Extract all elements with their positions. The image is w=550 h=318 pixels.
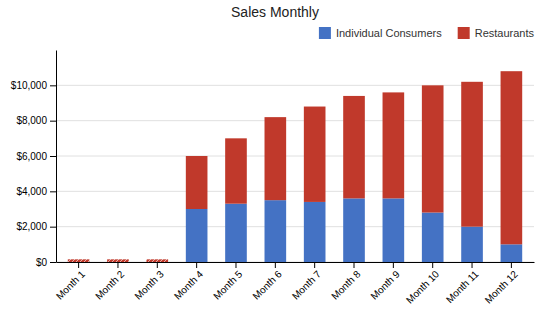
y-tick-label: $0	[36, 257, 48, 268]
legend-swatch	[319, 27, 331, 39]
y-tick: $2,000	[16, 221, 56, 232]
x-tick-label: Month 9	[369, 268, 403, 302]
x-tick-label: Month 1	[54, 268, 88, 302]
bar	[146, 259, 168, 262]
x-tick-mark	[432, 262, 433, 268]
chart-svg: $0 $2,000 $4,000 $6,000 $8,000 $10,000 Month 1…	[0, 0, 550, 318]
x-tick: Month 2	[93, 262, 127, 302]
bar	[265, 117, 287, 200]
x-tick-mark	[393, 262, 394, 268]
x-tick: Month 12	[483, 262, 521, 306]
y-tick-label: $8,000	[16, 115, 47, 126]
bar	[304, 107, 326, 202]
y-tick-label: $6,000	[16, 151, 47, 162]
bar	[343, 96, 365, 198]
bar	[422, 85, 444, 212]
bar	[383, 92, 405, 198]
legend-label: Restaurants	[475, 27, 535, 39]
y-tick: $4,000	[16, 186, 56, 197]
x-axis: Month 1Month 2Month 3Month 4Month 5Month…	[54, 262, 535, 306]
y-tick-mark	[50, 156, 56, 157]
legend: Individual Consumers Restaurants	[319, 27, 535, 39]
bar	[225, 138, 247, 203]
x-tick: Month 3	[132, 262, 166, 302]
title: Sales Monthly	[231, 4, 319, 20]
y-tick-label: $10,000	[11, 80, 48, 91]
x-tick-label: Month 3	[132, 268, 166, 302]
y-tick: $0	[36, 257, 56, 268]
x-tick-mark	[235, 262, 236, 268]
y-axis: $0 $2,000 $4,000 $6,000 $8,000 $10,000	[11, 51, 57, 268]
x-tick: Month 4	[172, 262, 206, 302]
y-tick-mark	[50, 121, 56, 122]
x-tick-mark	[472, 262, 473, 268]
y-tick-mark	[50, 85, 56, 86]
x-tick-label: Month 8	[329, 268, 363, 302]
x-tick: Month 9	[369, 262, 403, 302]
x-tick-label: Month 4	[172, 268, 206, 302]
x-tick: Month 8	[329, 262, 363, 302]
bar	[422, 213, 444, 262]
x-tick-label: Month 11	[444, 268, 481, 305]
bar	[461, 82, 483, 227]
legend-item: Individual Consumers	[319, 27, 442, 39]
y-tick-label: $2,000	[16, 221, 47, 232]
plot-area: $0 $2,000 $4,000 $6,000 $8,000 $10,000 Month 1…	[11, 51, 535, 306]
y-tick-mark	[50, 191, 56, 192]
bar	[501, 244, 523, 262]
bar	[68, 259, 90, 262]
x-tick-mark	[117, 262, 118, 268]
x-tick-mark	[314, 262, 315, 268]
x-tick: Month 6	[250, 262, 284, 302]
x-tick-mark	[354, 262, 355, 268]
y-tick-mark	[50, 227, 56, 228]
bar	[343, 198, 365, 262]
x-tick: Month 7	[290, 262, 324, 302]
bar	[501, 71, 523, 244]
x-tick: Month 1	[54, 262, 88, 302]
x-tick-mark	[511, 262, 512, 268]
x-tick-label: Month 5	[211, 268, 245, 302]
x-tick-label: Month 10	[404, 268, 442, 306]
y-tick: $8,000	[16, 115, 56, 126]
x-tick-mark	[78, 262, 79, 268]
x-tick-label: Month 12	[483, 268, 521, 306]
x-tick-mark	[157, 262, 158, 268]
x-tick-mark	[196, 262, 197, 268]
bar	[186, 209, 208, 262]
y-tick-label: $4,000	[16, 186, 47, 197]
x-tick: Month 5	[211, 262, 245, 302]
legend-item: Restaurants	[458, 27, 535, 39]
bar	[461, 227, 483, 262]
y-tick-mark	[50, 262, 56, 263]
y-tick: $6,000	[16, 151, 56, 162]
x-tick-mark	[275, 262, 276, 268]
y-axis-line	[56, 51, 57, 263]
x-tick-label: Month 2	[93, 268, 127, 302]
bar-series	[68, 259, 168, 262]
x-tick: Month 11	[444, 262, 481, 305]
bar-series	[186, 71, 522, 244]
bar	[383, 198, 405, 262]
legend-swatch	[458, 27, 470, 39]
x-tick-label: Month 7	[290, 268, 324, 302]
y-tick: $10,000	[11, 80, 56, 91]
x-tick-label: Month 6	[250, 268, 284, 302]
legend-label: Individual Consumers	[336, 27, 442, 39]
bar	[265, 200, 287, 262]
bars	[68, 71, 522, 262]
bar	[304, 202, 326, 262]
x-axis-line	[57, 262, 535, 263]
x-tick: Month 10	[404, 262, 442, 306]
bar	[107, 259, 129, 262]
bar	[186, 156, 208, 209]
bar	[225, 204, 247, 262]
